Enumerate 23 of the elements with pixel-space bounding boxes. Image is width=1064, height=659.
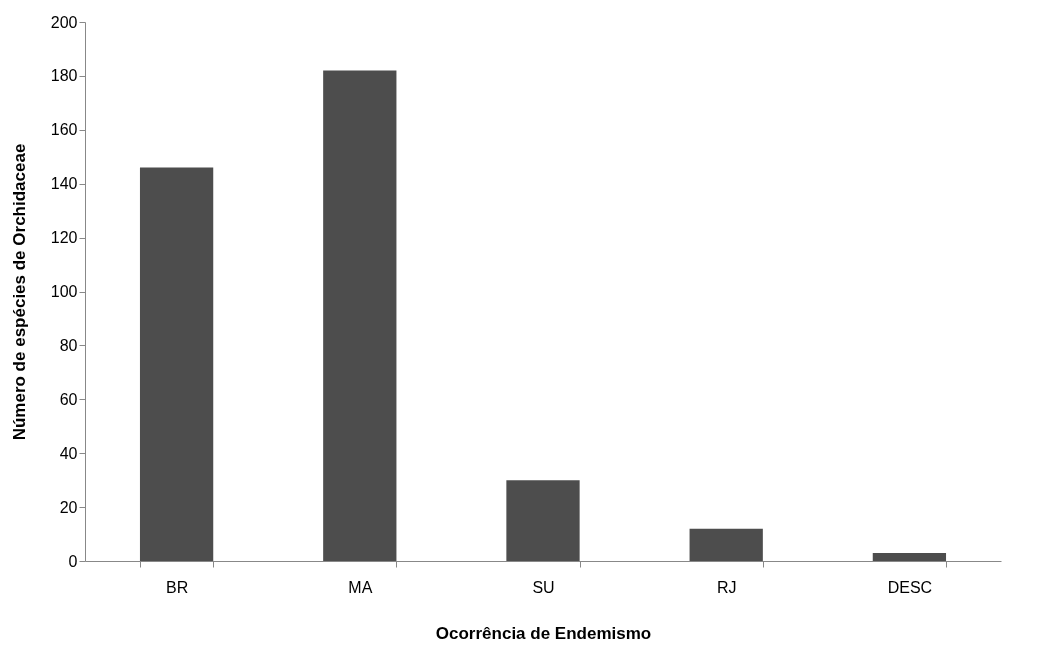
y-tick-label: 0 [68,552,78,570]
bar [872,552,947,561]
x-tick-label: RJ [716,578,737,596]
y-tick-label: 160 [50,121,78,139]
x-tick-label: DESC [887,578,933,596]
y-axis-title: Número de espécies de Orchidaceae [9,143,29,441]
x-tick-label: SU [532,578,555,596]
y-tick-label: 80 [59,336,78,354]
y-tick-label: 200 [50,13,78,31]
x-axis-title: Ocorrência de Endemismo [435,623,652,643]
y-tick-label: 140 [50,175,78,193]
bar [139,167,214,561]
bar [506,480,580,561]
bar [323,70,397,561]
y-tick-label: 40 [59,444,78,462]
x-tick-label: MA [348,578,373,596]
x-tick-label: BR [165,578,189,596]
y-tick-label: 20 [59,498,78,516]
y-tick-label: 60 [59,390,78,408]
bar [689,528,763,561]
y-tick-label: 100 [50,283,78,300]
y-tick-label: 180 [50,67,78,85]
y-tick-label: 120 [50,229,78,247]
